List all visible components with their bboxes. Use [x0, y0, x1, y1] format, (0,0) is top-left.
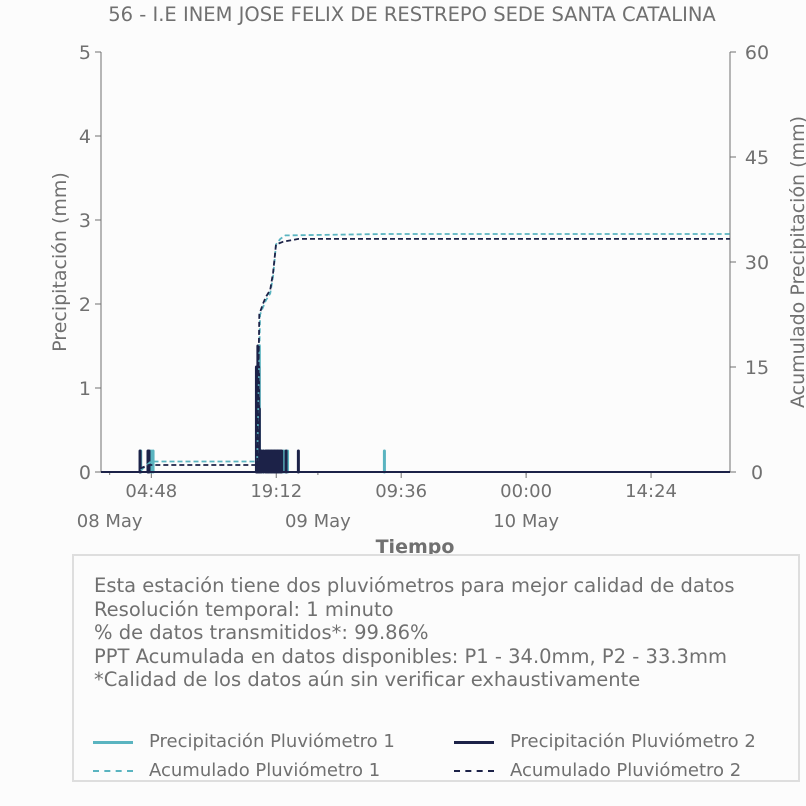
- cumulative-line-2: [139, 237, 730, 470]
- info-box: Esta estación tiene dos pluviómetros par…: [72, 554, 800, 782]
- station-info: Esta estación tiene dos pluviómetros par…: [94, 574, 735, 692]
- chart-series: [101, 233, 730, 474]
- right-tick-label: 15: [745, 357, 769, 379]
- legend-item-a1: Acumulado Pluviómetro 1: [93, 760, 380, 781]
- x-date-label: 08 May: [77, 511, 143, 532]
- legend-label-a2: Acumulado Pluviómetro 2: [510, 760, 742, 781]
- x-date-label: 09 May: [285, 511, 351, 532]
- legend-item-p1: Precipitación Pluviómetro 1: [93, 731, 395, 752]
- x-axis-label: Tiempo: [376, 536, 455, 558]
- left-tick-label: 0: [79, 462, 91, 484]
- legend-swatch-a2: [454, 770, 494, 772]
- x-tick-label: 19:12: [250, 481, 302, 502]
- info-line-accumulated: PPT Acumulada en datos disponibles: P1 -…: [94, 644, 727, 668]
- left-tick-label: 1: [79, 378, 91, 400]
- left-tick-label: 4: [79, 126, 91, 148]
- x-tick-label: 09:36: [375, 481, 427, 502]
- legend-swatch-a1: [93, 770, 133, 772]
- chart-title: 56 - I.E INEM JOSE FELIX DE RESTREPO SED…: [108, 3, 716, 26]
- right-axis-label: Acumulado Precipitación (mm): [787, 116, 806, 408]
- x-tick-label: 04:48: [125, 481, 177, 502]
- legend-item-a2: Acumulado Pluviómetro 2: [454, 760, 741, 781]
- info-line-stations: Esta estación tiene dos pluviómetros par…: [94, 574, 735, 597]
- right-tick-label: 45: [745, 147, 769, 169]
- legend-swatch-p2: [454, 740, 494, 744]
- info-line-resolution: Resolución temporal: 1 minuto: [94, 597, 394, 621]
- legend-label-p2: Precipitación Pluviómetro 2: [510, 731, 756, 752]
- legend-item-p2: Precipitación Pluviómetro 2: [454, 731, 756, 752]
- x-tick-label: 00:00: [500, 481, 552, 502]
- left-tick-label: 5: [79, 42, 91, 64]
- right-tick-label: 60: [745, 42, 769, 64]
- info-line-transmitted: % de datos transmitidos*: 99.86%: [94, 621, 429, 645]
- left-tick-label: 2: [79, 294, 91, 316]
- x-tick-label: 14:24: [625, 481, 677, 502]
- right-tick-label: 0: [751, 462, 763, 484]
- info-line-quality-note: *Calidad de los datos aún sin verificar …: [94, 668, 641, 692]
- legend-swatch-p1: [93, 740, 133, 744]
- x-date-label: 10 May: [493, 511, 559, 532]
- cumulative-line-1: [140, 233, 730, 471]
- right-tick-label: 30: [745, 252, 769, 274]
- left-tick-label: 3: [79, 210, 91, 232]
- left-axis-label: Precipitación (mm): [49, 172, 71, 352]
- legend-label-a1: Acumulado Pluviómetro 1: [149, 760, 381, 781]
- legend-label-p1: Precipitación Pluviómetro 1: [149, 731, 395, 752]
